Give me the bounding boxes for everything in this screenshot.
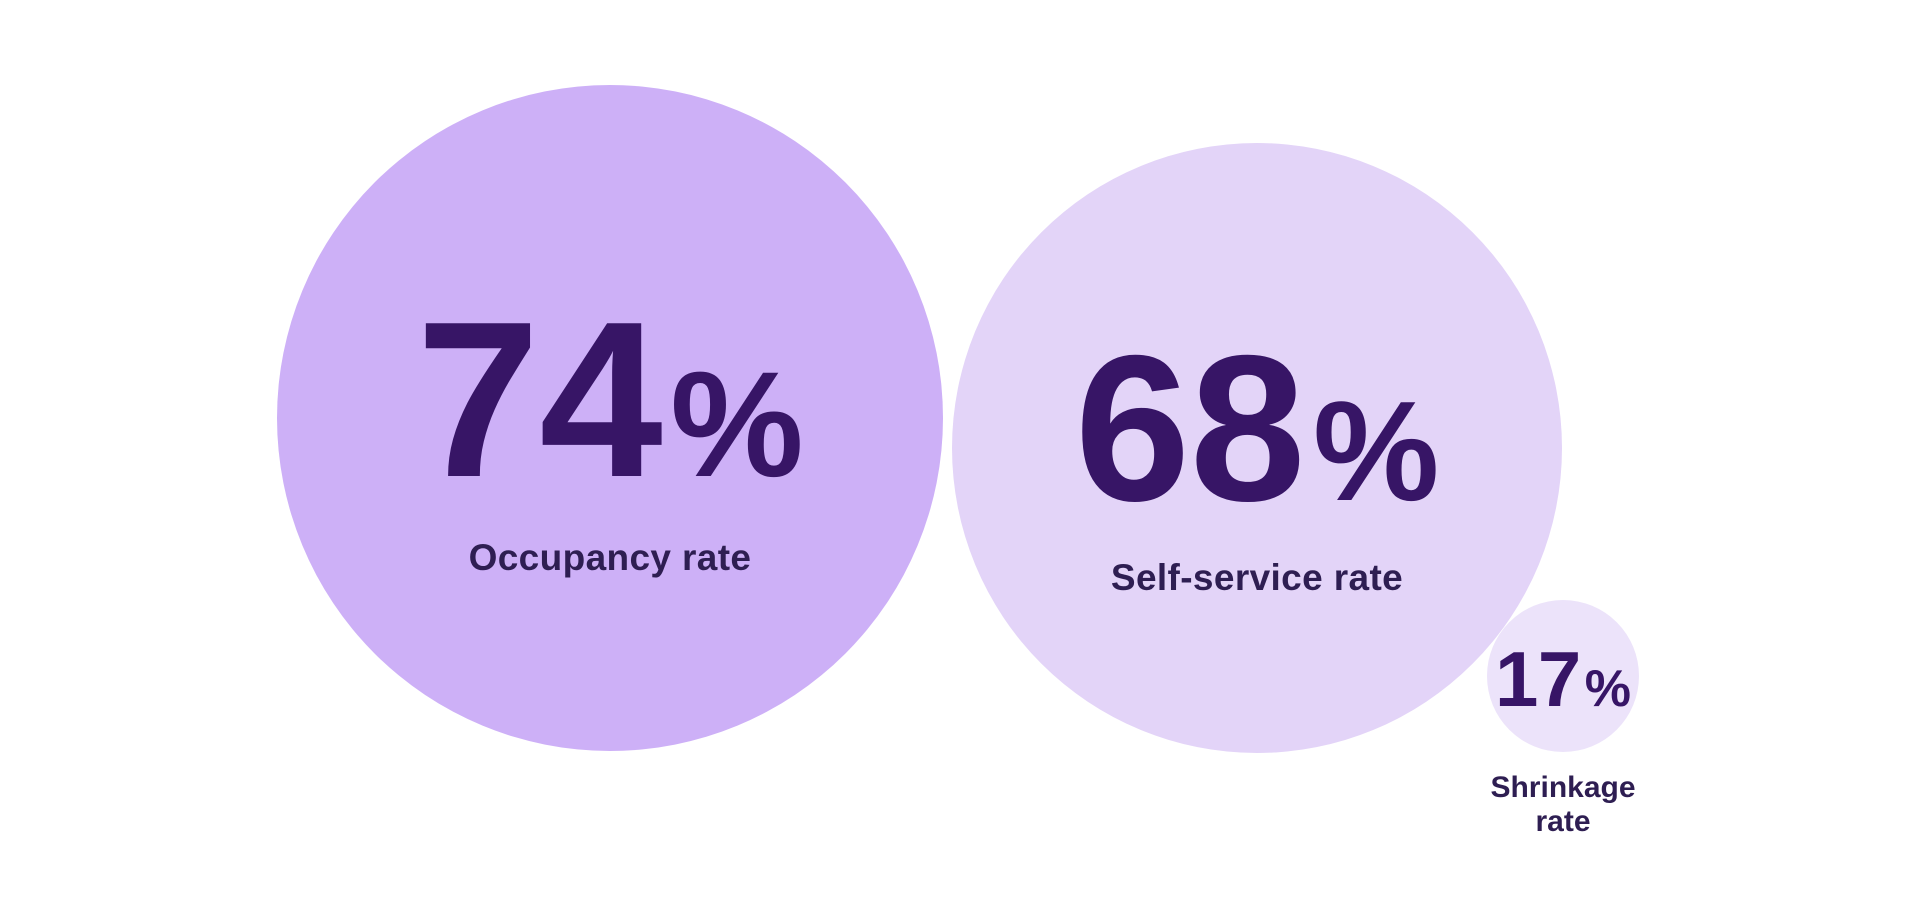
occupancy-rate-bubble: 74 % Occupancy rate xyxy=(277,85,943,751)
shrinkage-rate-label: Shrinkage rate xyxy=(1490,771,1636,838)
occupancy-rate-number: 74 xyxy=(416,275,663,524)
shrinkage-rate-bubble: 17 % xyxy=(1487,600,1639,752)
self-service-rate-bubble: 68 % Self-service rate xyxy=(952,143,1562,753)
self-service-rate-content: 68 % Self-service rate xyxy=(1075,325,1440,600)
self-service-rate-label: Self-service rate xyxy=(1110,556,1404,598)
shrinkage-rate-value: 17 % xyxy=(1495,640,1631,718)
shrinkage-rate-percent-sign: % xyxy=(1584,660,1632,718)
occupancy-rate-value: 74 % xyxy=(416,289,803,511)
self-service-rate-number: 68 xyxy=(1074,312,1306,545)
occupancy-rate-label: Occupancy rate xyxy=(468,536,752,578)
self-service-rate-percent-sign: % xyxy=(1313,371,1440,531)
occupancy-rate-content: 74 % Occupancy rate xyxy=(416,289,803,580)
self-service-rate-value: 68 % xyxy=(1075,325,1440,533)
occupancy-rate-percent-sign: % xyxy=(670,339,804,508)
shrinkage-rate-group: 17 % Shrinkage rate xyxy=(1472,600,1654,838)
shrinkage-rate-number: 17 xyxy=(1494,635,1581,723)
